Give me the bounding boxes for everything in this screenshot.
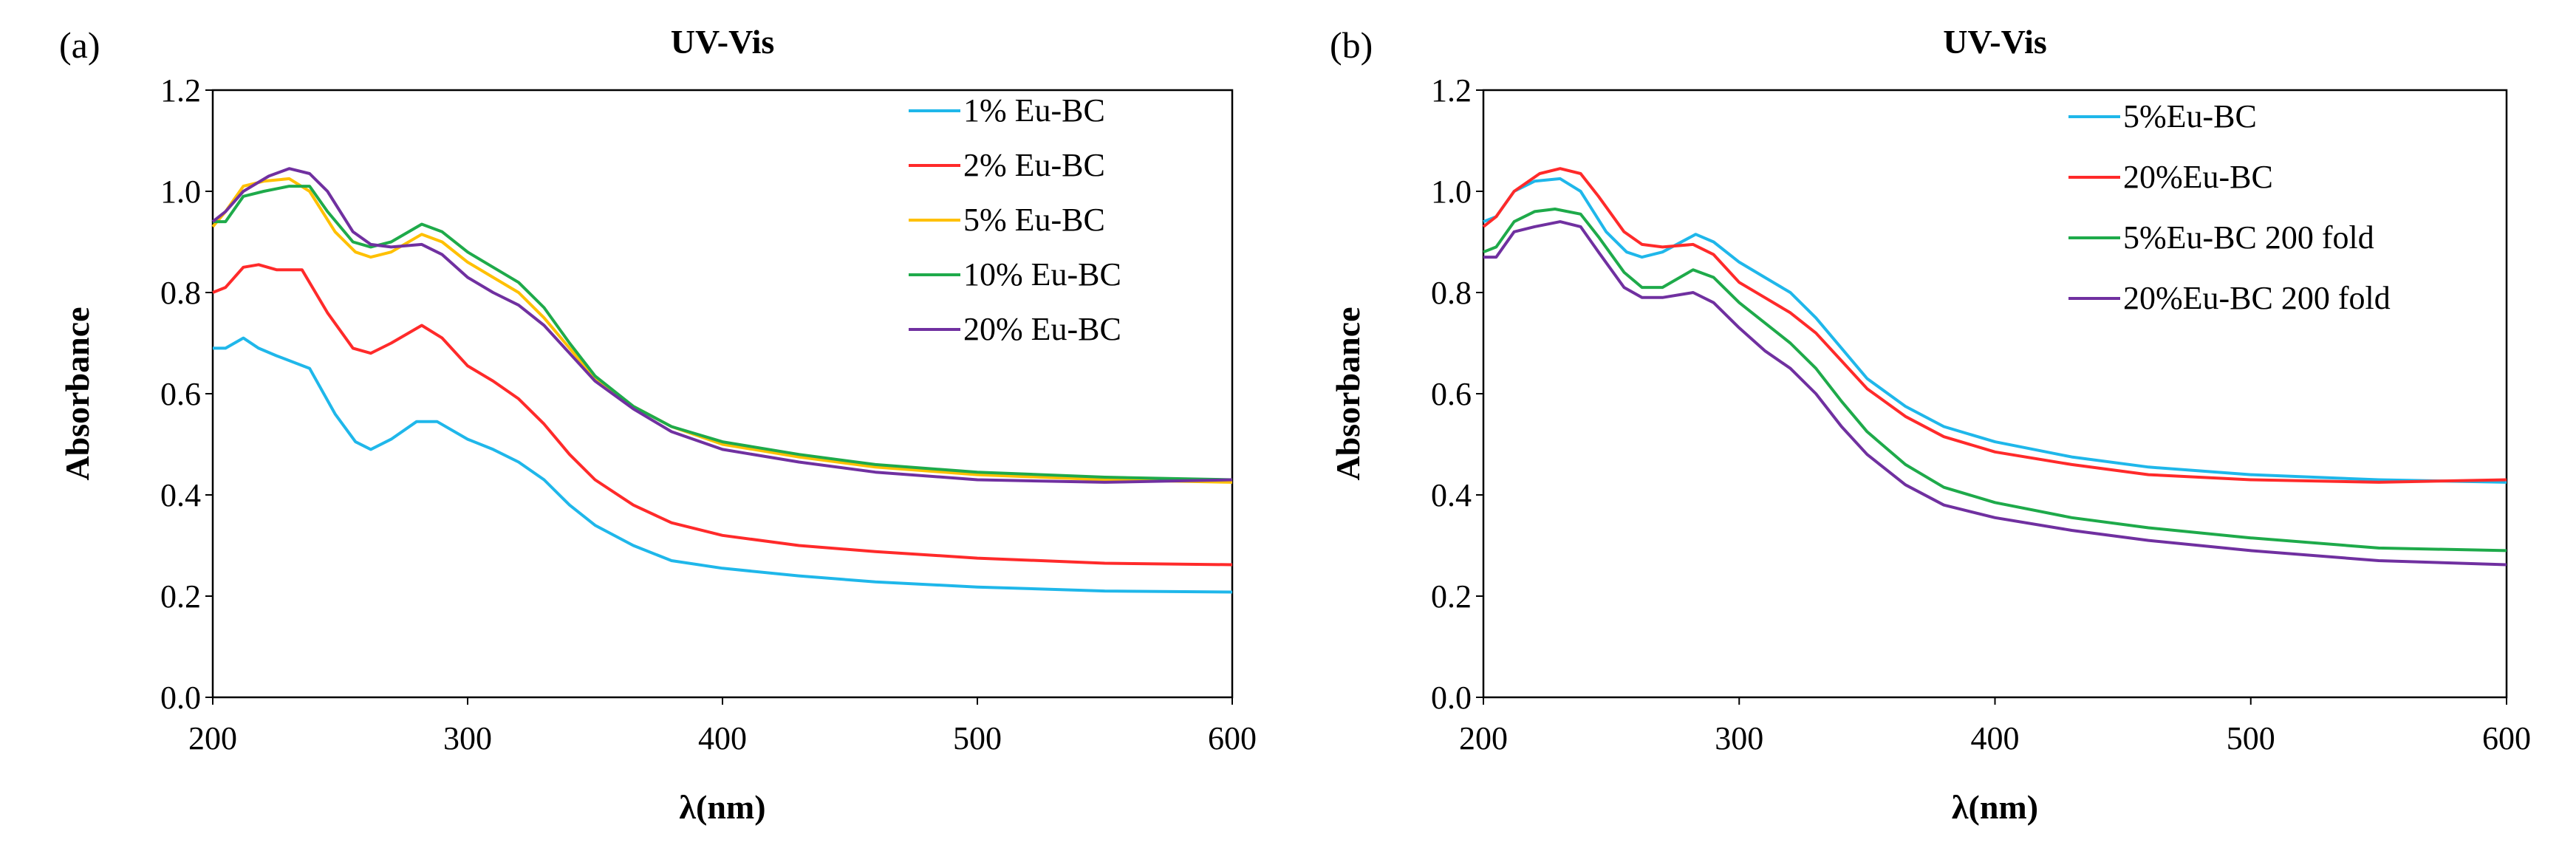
legend-entry: 20%Eu-BC [2123, 159, 2273, 195]
series-line [213, 185, 1233, 482]
legend-entry: 5%Eu-BC 200 fold [2123, 219, 2374, 256]
legend-entry: 5%Eu-BC [2123, 98, 2257, 134]
panel-label: (b) [1330, 24, 1373, 66]
y-tick-label: 0.8 [160, 275, 201, 311]
series-line [1483, 208, 2507, 553]
y-tick-label: 0.4 [1431, 477, 1472, 513]
chart-panel-b: (b) UV-Vis 0.0 0.2 0.4 0.6 0.8 1.0 1.2 200 300 400 5… [1329, 23, 2531, 826]
x-tick-label: 600 [1208, 720, 1257, 756]
y-tick-label: 0.2 [160, 578, 201, 615]
y-axis-label: Absorbance [1329, 307, 1367, 480]
chart-title: UV-Vis [671, 23, 775, 61]
series-line [212, 263, 1233, 567]
legend: 5%Eu-BC 20%Eu-BC 5%Eu-BC 200 fold 20%Eu-BC … [2068, 98, 2391, 316]
series-line [1482, 167, 2507, 484]
legend-entry: 5% Eu-BC [963, 202, 1105, 238]
x-tick-label: 600 [2482, 720, 2531, 756]
series-line [1483, 220, 2507, 567]
plot-area [1482, 89, 2508, 699]
series-line [211, 177, 1233, 484]
x-axis-label: λ(nm) [1952, 788, 2038, 826]
y-tick-label: 0.2 [1431, 578, 1472, 615]
legend-entry: 20% Eu-BC [963, 311, 1121, 347]
series-line [1483, 177, 2507, 484]
x-tick-label: 400 [698, 720, 747, 756]
series-line [213, 336, 1233, 594]
x-tick-label: 300 [1715, 720, 1763, 756]
x-tick-label: 500 [953, 720, 1002, 756]
x-tick-label: 200 [188, 720, 237, 756]
x-tick-label: 200 [1459, 720, 1508, 756]
y-axis-label: Absorbance [58, 307, 96, 480]
y-tick-label: 1.0 [160, 174, 201, 210]
y-tick-label: 0.6 [160, 376, 201, 412]
y-tick-label: 0.4 [160, 477, 201, 513]
legend-entry: 1% Eu-BC [963, 92, 1105, 129]
y-tick-label: 1.2 [1431, 72, 1472, 109]
y-tick-label: 0.6 [1431, 376, 1472, 412]
y-tick-label: 0.8 [1431, 275, 1472, 311]
x-tick-label: 400 [1971, 720, 2020, 756]
chart-title: UV-Vis [1943, 23, 2047, 61]
y-tick-label: 1.2 [160, 72, 201, 109]
series-line [211, 167, 1233, 484]
legend-entry: 20%Eu-BC 200 fold [2123, 280, 2391, 316]
legend-entry: 10% Eu-BC [963, 256, 1121, 293]
chart-panel-a: (a) UV-Vis 0.0 0.2 0.4 0.6 0.8 1.0 1.2 200 300 400 5… [58, 23, 1257, 826]
legend: 1% Eu-BC 2% Eu-BC 5% Eu-BC 10% Eu-BC 20% Eu-… [909, 92, 1121, 347]
y-tick-label: 0.0 [160, 680, 201, 716]
x-axis-label: λ(nm) [679, 788, 765, 826]
x-tick-label: 500 [2227, 720, 2275, 756]
y-tick-label: 1.0 [1431, 174, 1472, 210]
panel-label: (a) [59, 24, 100, 66]
x-tick-label: 300 [443, 720, 492, 756]
legend-entry: 2% Eu-BC [963, 147, 1105, 183]
y-tick-label: 0.0 [1431, 680, 1472, 716]
